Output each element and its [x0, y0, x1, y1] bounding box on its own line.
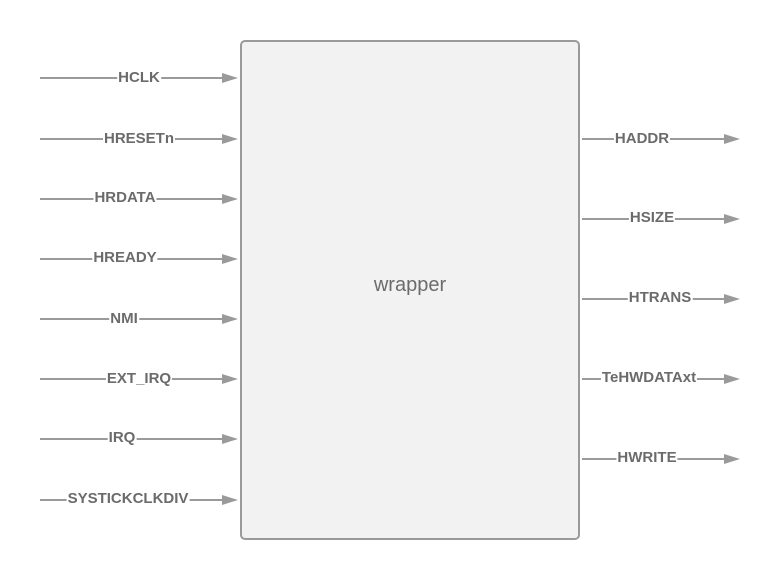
- arrowhead-icon: [724, 374, 740, 384]
- arrowhead-icon: [222, 194, 238, 204]
- input-label-hrdata: HRDATA: [93, 189, 157, 207]
- arrowhead-icon: [724, 294, 740, 304]
- input-label-ext-irq: EXT_IRQ: [105, 370, 173, 388]
- wrapper-block: wrapper: [240, 40, 580, 540]
- input-label-hclk: HCLK: [117, 69, 161, 87]
- output-label-tehwdataxt: TeHWDATAxt: [600, 369, 698, 387]
- input-label-hresetn: HRESETn: [102, 130, 176, 148]
- output-label-htrans: HTRANS: [627, 289, 693, 307]
- arrowhead-icon: [222, 254, 238, 264]
- output-label-hwrite: HWRITE: [616, 449, 678, 467]
- input-label-nmi: NMI: [109, 310, 139, 328]
- input-wire-5: [40, 314, 238, 324]
- arrowhead-icon: [222, 374, 238, 384]
- arrowhead-icon: [724, 214, 740, 224]
- input-label-hready: HREADY: [92, 249, 158, 267]
- arrowhead-icon: [724, 454, 740, 464]
- wrapper-block-title: wrapper: [373, 274, 447, 296]
- input-wire-7: [40, 434, 238, 444]
- input-label-systickclkdiv: SYSTICKCLKDIV: [66, 490, 190, 508]
- arrowhead-icon: [222, 73, 238, 83]
- arrowhead-icon: [222, 134, 238, 144]
- arrowhead-icon: [222, 495, 238, 505]
- arrowhead-icon: [222, 314, 238, 324]
- output-label-hsize: HSIZE: [628, 209, 676, 227]
- input-label-irq: IRQ: [107, 429, 137, 447]
- arrowhead-icon: [724, 134, 740, 144]
- arrowhead-icon: [222, 434, 238, 444]
- output-label-haddr: HADDR: [613, 130, 671, 148]
